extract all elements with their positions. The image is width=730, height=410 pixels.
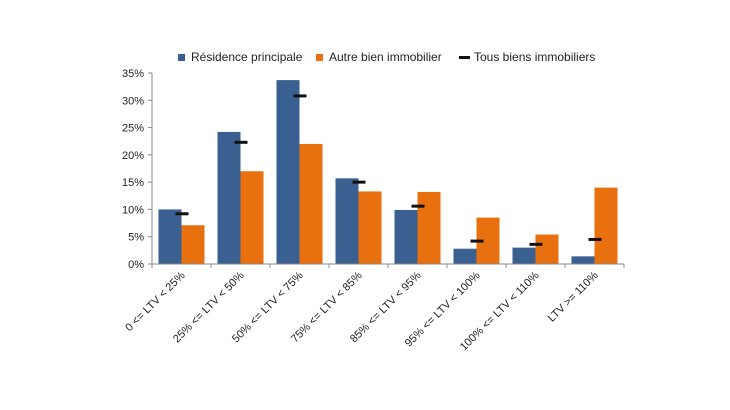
bar-autre-bien	[535, 234, 559, 264]
marker-tous-biens	[293, 94, 307, 98]
y-tick-label: 30%	[122, 95, 144, 107]
legend-swatch	[459, 56, 470, 59]
bars	[158, 80, 618, 264]
marker-tous-biens	[470, 239, 484, 243]
bar-residence-principale	[335, 178, 359, 264]
bar-autre-bien	[417, 191, 441, 264]
y-tick-label: 25%	[122, 123, 144, 135]
y-tick-label: 20%	[122, 150, 144, 162]
bar-autre-bien	[299, 143, 323, 264]
x-tick-label: LTV >= 110%	[546, 269, 601, 324]
marker-tous-biens	[588, 237, 602, 241]
bar-autre-bien	[476, 217, 500, 264]
bar-residence-principale	[512, 247, 536, 264]
bar-residence-principale	[276, 80, 300, 264]
y-tick-label: 15%	[122, 177, 144, 189]
bar-residence-principale	[571, 256, 595, 264]
bar-residence-principale	[158, 209, 182, 264]
x-tick-label: 0 <= LTV < 25%	[123, 269, 187, 333]
bar-autre-bien	[181, 225, 205, 264]
marker-tous-biens	[529, 242, 543, 246]
bar-autre-bien	[358, 191, 382, 264]
bar-residence-principale	[217, 131, 241, 264]
markers	[175, 94, 602, 246]
legend-label: Résidence principale	[191, 50, 303, 64]
y-tick-label: 0%	[128, 259, 144, 271]
legend-label: Autre bien immobilier	[329, 50, 442, 64]
y-tick-label: 35%	[122, 68, 144, 80]
legend-swatch	[178, 54, 185, 61]
marker-tous-biens	[352, 180, 366, 184]
marker-tous-biens	[411, 204, 425, 208]
bar-residence-principale	[453, 248, 477, 264]
y-tick-label: 10%	[122, 204, 144, 216]
x-axis: 0 <= LTV < 25%25% <= LTV < 50%50% <= LTV…	[123, 263, 625, 353]
bar-residence-principale	[394, 209, 418, 264]
legend-label: Tous biens immobiliers	[474, 50, 595, 64]
bar-autre-bien	[240, 171, 264, 264]
bar-autre-bien	[594, 187, 618, 264]
marker-tous-biens	[234, 140, 248, 144]
legend: Résidence principale Autre bien immobilie…	[178, 50, 595, 64]
marker-tous-biens	[175, 212, 189, 216]
legend-swatch	[316, 54, 323, 61]
y-axis: 0% 5% 10% 15% 20% 25% 30% 35%	[122, 68, 153, 271]
y-tick-label: 5%	[128, 232, 144, 244]
